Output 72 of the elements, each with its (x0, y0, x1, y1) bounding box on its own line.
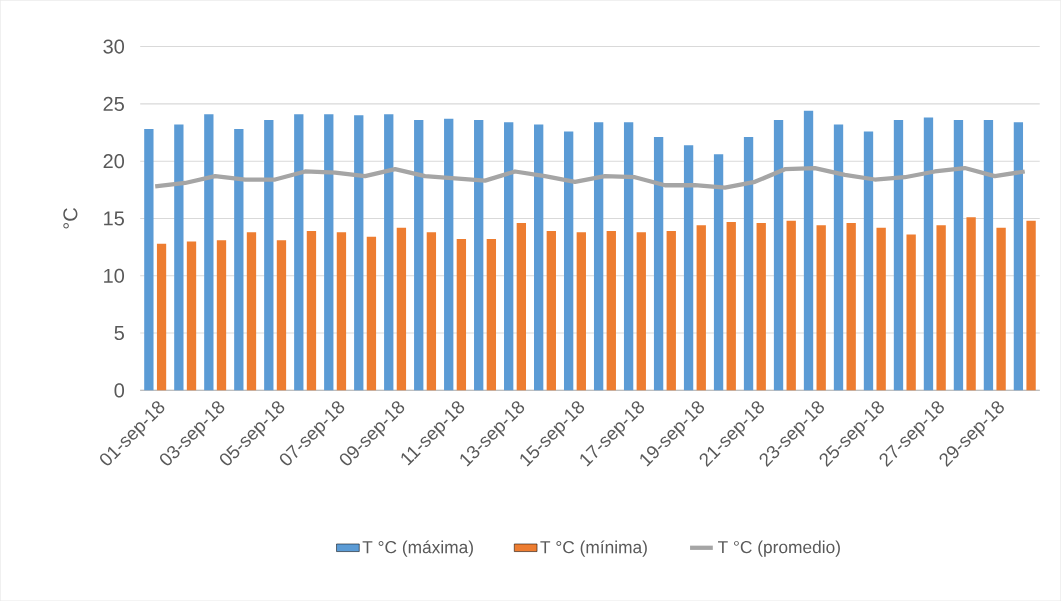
bar (653, 137, 664, 391)
bar (354, 115, 364, 391)
bar (384, 114, 394, 391)
bar (816, 225, 826, 391)
bar (216, 240, 227, 391)
bar (276, 240, 287, 391)
legend-label: T °C (máxima) (362, 540, 473, 557)
bar (696, 225, 706, 391)
bar (174, 124, 184, 391)
bar (786, 220, 796, 391)
bar (983, 119, 994, 391)
bar (486, 239, 497, 391)
bar (366, 236, 377, 391)
bar (803, 110, 814, 391)
bar (324, 114, 334, 391)
bar (726, 221, 736, 391)
bar (576, 232, 586, 391)
bar (186, 241, 197, 391)
bar (306, 230, 317, 391)
bar (876, 227, 886, 391)
bar (743, 137, 754, 391)
y-tick-label: 0 (114, 383, 125, 398)
bar (534, 124, 544, 391)
legend-label: T °C (promedio) (718, 540, 840, 557)
bar (414, 119, 424, 391)
bar (474, 119, 484, 391)
bar (546, 230, 556, 391)
bar (636, 232, 646, 391)
bar (156, 243, 167, 391)
bar (773, 119, 784, 391)
bar (966, 217, 976, 391)
bar (996, 227, 1006, 391)
bar (713, 154, 724, 391)
bar (606, 230, 616, 391)
y-axis-title: °C (63, 207, 78, 229)
bar (563, 131, 574, 391)
bar (456, 239, 467, 391)
bar (863, 131, 874, 391)
bar (846, 222, 856, 391)
bar (264, 119, 274, 391)
bar (246, 232, 257, 391)
y-tick-label: 25 (103, 96, 124, 111)
bar (756, 222, 766, 391)
y-tick-label: 5 (114, 326, 124, 340)
bar (144, 128, 154, 391)
y-tick-label: 10 (104, 268, 125, 283)
bar (336, 232, 347, 391)
bar (204, 114, 214, 391)
bar (234, 128, 244, 391)
bar (953, 119, 964, 391)
bar (683, 145, 694, 391)
bar (294, 114, 304, 391)
bar (623, 122, 634, 391)
y-tick-label: 30 (103, 39, 125, 54)
legend-label: T °C (mínima) (540, 540, 647, 557)
bar (1026, 220, 1036, 391)
y-tick-label: 20 (103, 153, 125, 169)
bar (426, 232, 437, 391)
bar (923, 117, 934, 391)
bar (1013, 122, 1024, 391)
bar (504, 122, 514, 391)
bar (893, 119, 904, 391)
bar (666, 230, 676, 391)
bar (516, 222, 527, 391)
bar (444, 118, 454, 391)
line-series (153, 165, 1027, 190)
bar (906, 234, 916, 391)
y-tick-label: 15 (104, 211, 124, 226)
bar (593, 122, 604, 391)
bar (396, 227, 407, 391)
bar (833, 124, 844, 391)
bar (936, 225, 946, 391)
